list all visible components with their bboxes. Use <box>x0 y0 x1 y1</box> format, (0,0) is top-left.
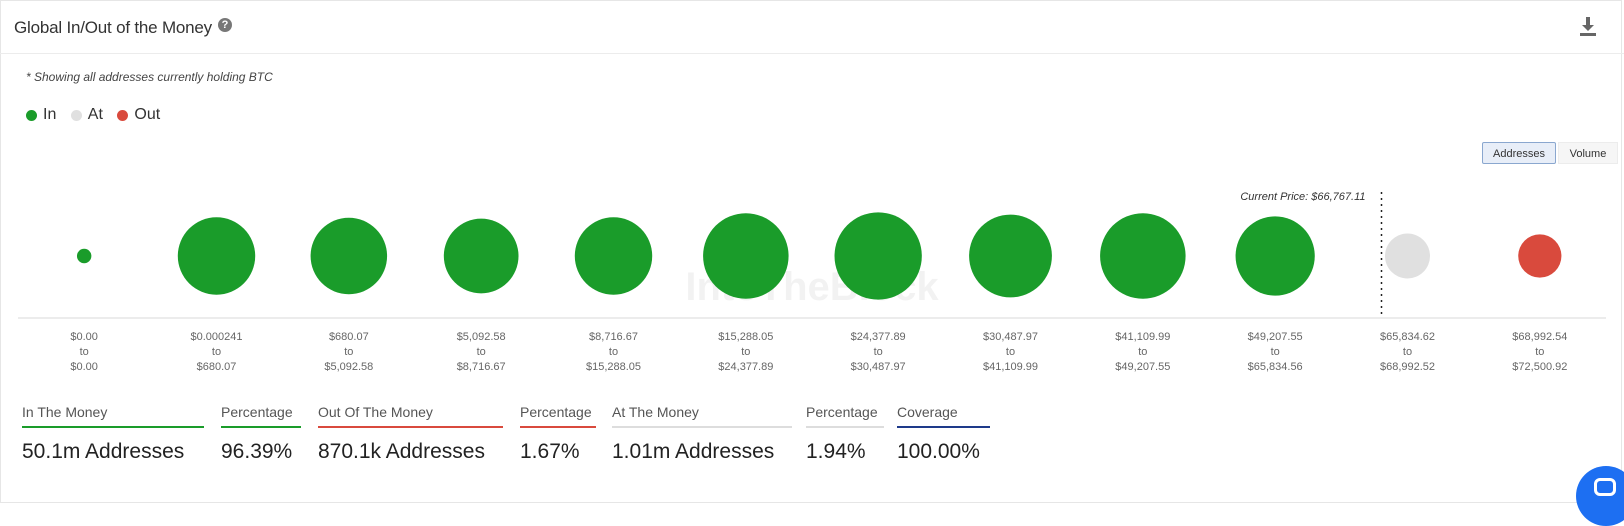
tick-from-10: $65,834.62 <box>1380 331 1435 343</box>
legend-dot-at <box>70 109 82 121</box>
stat-in-percentage: Percentage 96.39% <box>221 404 301 464</box>
bubble-2 <box>310 217 388 295</box>
tick-to-word-1: to <box>212 346 221 358</box>
tick-to-word-11: to <box>1535 346 1544 358</box>
legend-item-at[interactable]: At <box>70 106 103 124</box>
tick-to-word-8: to <box>1138 346 1147 358</box>
stat-value-out-of-the-money: 870.1k Addresses <box>318 440 485 463</box>
tick-to-1: $680.07 <box>197 361 237 373</box>
tick-from-9: $49,207.55 <box>1248 331 1303 343</box>
stat-value-at-the-money: 1.01m Addresses <box>612 440 775 463</box>
stat-value-out-percentage: 1.67% <box>520 440 580 463</box>
tick-from-5: $15,288.05 <box>718 331 773 343</box>
chat-inner-icon <box>1594 478 1616 496</box>
stat-label-in-the-money: In The Money <box>22 404 204 428</box>
legend-label-out: Out <box>134 106 161 123</box>
tick-to-word-6: to <box>874 346 883 358</box>
tick-to-word-0: to <box>80 346 89 358</box>
bubble-8 <box>1100 213 1186 299</box>
tick-to-0: $0.00 <box>70 361 98 373</box>
stat-label-at-the-money: At The Money <box>612 404 792 428</box>
bubble-7 <box>969 214 1052 298</box>
stat-out-of-the-money: Out Of The Money 870.1k Addresses <box>318 404 503 464</box>
stat-in-the-money: In The Money 50.1m Addresses <box>22 404 204 464</box>
tick-to-word-10: to <box>1403 346 1412 358</box>
stat-at-the-money: At The Money 1.01m Addresses <box>612 404 792 464</box>
legend-dot-out <box>117 109 129 121</box>
bubble-5 <box>703 213 789 299</box>
legend-item-in[interactable]: In <box>26 106 56 124</box>
stat-value-at-percentage: 1.94% <box>806 440 866 463</box>
stat-value-in-the-money: 50.1m Addresses <box>22 440 185 463</box>
bubble-chart: IntoTheBlock$0.00to$0.00$0.000241to$680.… <box>18 191 1606 373</box>
bubble-10 <box>1385 233 1430 279</box>
stat-out-percentage: Percentage 1.67% <box>520 404 596 464</box>
legend-label-at: At <box>87 106 103 123</box>
stat-value-in-percentage: 96.39% <box>221 440 293 463</box>
tick-to-word-2: to <box>344 346 353 358</box>
bubble-0 <box>76 248 92 264</box>
stat-label-in-percentage: Percentage <box>221 404 301 428</box>
current-price-label: Current Price: $66,767.11 <box>1240 191 1365 203</box>
tick-from-1: $0.000241 <box>191 331 243 343</box>
tick-to-4: $15,288.05 <box>586 361 641 373</box>
stat-coverage: Coverage 100.00% <box>897 404 990 464</box>
tick-from-2: $680.07 <box>329 331 369 343</box>
tick-to-word-4: to <box>609 346 618 358</box>
widget-frame <box>0 0 1622 503</box>
tick-from-7: $30,487.97 <box>983 331 1038 343</box>
tick-to-8: $49,207.55 <box>1115 361 1170 373</box>
tick-to-7: $41,109.99 <box>983 361 1038 373</box>
tick-to-2: $5,092.58 <box>324 361 373 373</box>
tick-from-4: $8,716.67 <box>589 331 638 343</box>
legend-dot-in <box>26 109 37 121</box>
page-title: Global In/Out of the Money <box>14 18 212 37</box>
volume-toggle-button[interactable]: Volume <box>1558 142 1618 164</box>
tick-to-5: $24,377.89 <box>718 361 773 373</box>
tick-to-11: $72,500.92 <box>1512 361 1567 373</box>
legend-item-out[interactable]: Out <box>117 106 160 124</box>
legend-label-in: In <box>43 106 57 123</box>
bubble-11 <box>1518 234 1562 278</box>
tick-to-3: $8,716.67 <box>457 361 506 373</box>
tick-from-3: $5,092.58 <box>457 331 506 343</box>
stat-label-coverage: Coverage <box>897 404 990 428</box>
tick-to-word-5: to <box>741 346 750 358</box>
tick-to-9: $65,834.56 <box>1248 361 1303 373</box>
bubble-6 <box>834 212 922 300</box>
holding-note: * Showing all addresses currently holdin… <box>26 70 273 84</box>
tick-to-word-9: to <box>1271 346 1280 358</box>
bubble-9 <box>1235 216 1315 296</box>
tick-to-word-3: to <box>477 346 486 358</box>
tick-to-word-7: to <box>1006 346 1015 358</box>
tick-from-6: $24,377.89 <box>851 331 906 343</box>
tick-from-8: $41,109.99 <box>1115 331 1170 343</box>
tick-to-6: $30,487.97 <box>851 361 906 373</box>
bubble-3 <box>443 218 519 294</box>
stat-at-percentage: Percentage 1.94% <box>806 404 884 464</box>
download-icon[interactable] <box>1578 16 1598 38</box>
chat-bubble-icon[interactable] <box>1576 466 1624 526</box>
stat-label-at-percentage: Percentage <box>806 404 884 428</box>
bubble-4 <box>574 217 653 295</box>
addresses-toggle-button[interactable]: Addresses <box>1482 142 1556 164</box>
tick-from-11: $68,992.54 <box>1512 331 1567 343</box>
stat-label-out-of-the-money: Out Of The Money <box>318 404 503 428</box>
widget-header: Global In/Out of the Money ? <box>0 0 1624 54</box>
question-circle-icon[interactable]: ? <box>218 18 232 32</box>
bubble-1 <box>177 217 256 295</box>
stat-value-coverage: 100.00% <box>897 440 980 463</box>
tick-from-0: $0.00 <box>70 331 98 343</box>
legend: In At Out <box>26 106 170 126</box>
stat-label-out-percentage: Percentage <box>520 404 596 428</box>
tick-to-10: $68,992.52 <box>1380 361 1435 373</box>
